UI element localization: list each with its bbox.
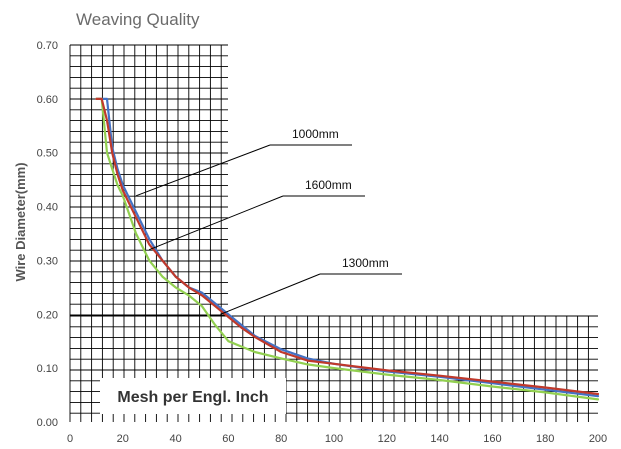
x-tick-label: 60 (222, 433, 234, 445)
x-axis-label: Mesh per Engl. Inch (117, 389, 268, 406)
x-tick-label: 0 (67, 433, 73, 445)
x-tick-label: 140 (430, 433, 448, 445)
y-tick-label: 0.00 (37, 417, 58, 429)
y-tick-label: 0.40 (37, 202, 58, 214)
series-line-1000mm (95, 97, 600, 398)
x-tick-label: 80 (275, 433, 287, 445)
y-tick-label: 0.20 (37, 309, 58, 321)
x-tick-label: 200 (589, 433, 607, 445)
y-tick-label: 0.60 (37, 94, 58, 106)
annotation-1000mm: 1000mm (292, 127, 339, 141)
y-tick-label: 0.30 (37, 255, 58, 267)
y-axis-label: Wire Diameter(mm) (13, 162, 28, 281)
x-tick-label: 160 (483, 433, 501, 445)
x-axis-label-box: Mesh per Engl. Inch (100, 378, 286, 414)
x-tick-label: 120 (378, 433, 396, 445)
series-line-1300mm (95, 97, 600, 396)
y-tick-labels: 0.00 0.10 0.20 0.30 0.40 0.50 0.60 0.70 (37, 40, 58, 429)
y-tick-label: 0.10 (37, 363, 58, 375)
annotation-leaders (135, 144, 402, 315)
annotation-1600mm: 1600mm (305, 178, 352, 192)
y-tick-label: 0.70 (37, 40, 58, 52)
annotation-1300mm: 1300mm (342, 256, 389, 270)
x-tick-label: 20 (117, 433, 129, 445)
series-lines (95, 97, 600, 401)
annotation-leader-line (149, 195, 284, 251)
x-tick-labels: 0 20 40 60 80 100 120 140 160 180 200 (67, 433, 607, 445)
y-tick-label: 0.50 (37, 148, 58, 160)
x-tick-label: 40 (169, 433, 181, 445)
x-tick-label: 180 (536, 433, 554, 445)
chart-title: Weaving Quality (76, 10, 200, 29)
x-tick-label: 100 (325, 433, 343, 445)
annotation-leader-line (220, 273, 321, 315)
series-line-1600mm (95, 97, 600, 401)
x-axis-label-background (100, 378, 286, 414)
chart-grid (69, 44, 598, 422)
annotation-leader-line (135, 144, 271, 197)
